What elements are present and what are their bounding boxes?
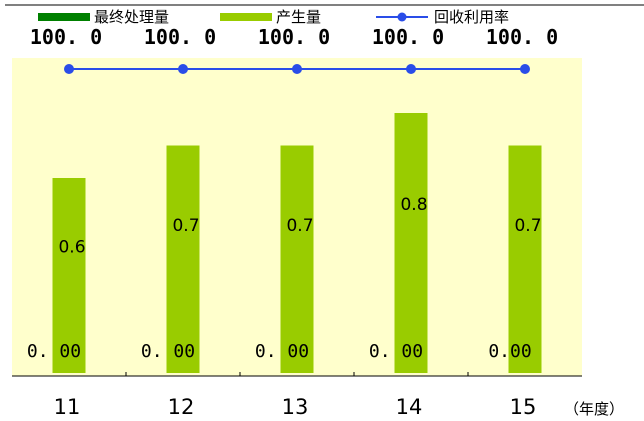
recycle-rate-label: 100. 0 — [372, 25, 444, 49]
recycle-rate-point — [520, 64, 530, 74]
x-tick-label: 15 — [510, 395, 537, 419]
recycle-rate-labels: 100. 0 100. 0 100. 0 100. 0 100. 0 — [30, 25, 558, 49]
bar-generation-14 — [394, 113, 428, 373]
recycle-rate-label: 100. 0 — [144, 25, 216, 49]
final-disposal-label: 0.00 — [488, 341, 531, 362]
x-axis-unit-label: （年度） — [564, 400, 624, 418]
bars-group — [52, 113, 542, 373]
bar-labels-group: 0.6 0.7 0.7 0.8 0.7 0. 00 0. 00 0. 00 0. 00 0.00 — [27, 195, 542, 362]
recycle-rate-point — [64, 64, 74, 74]
legend-label-2: 回收利用率 — [434, 8, 509, 26]
x-tick-label: 11 — [54, 395, 81, 419]
legend-label-1: 产生量 — [276, 8, 321, 26]
bar-generation-12 — [166, 145, 200, 373]
bar-generation-13 — [280, 145, 314, 373]
legend-marker — [397, 12, 407, 22]
recycle-rate-line-group — [64, 64, 530, 74]
bar-generation-15 — [508, 145, 542, 373]
final-disposal-label: 0. 00 — [27, 341, 81, 362]
bar-value-label: 0.6 — [58, 237, 85, 257]
bar-value-label: 0.7 — [514, 216, 541, 236]
legend: 最终处理量 产生量 回收利用率 — [38, 8, 509, 26]
final-disposal-label: 0. 00 — [369, 341, 423, 362]
final-disposal-label: 0. 00 — [255, 341, 309, 362]
x-tick-label: 12 — [168, 395, 195, 419]
legend-swatch-1 — [220, 13, 272, 21]
recycle-rate-point — [178, 64, 188, 74]
bar-generation-11 — [52, 178, 86, 373]
recycle-rate-label: 100. 0 — [486, 25, 558, 49]
recycle-rate-point — [406, 64, 416, 74]
legend-swatch-0 — [38, 13, 90, 21]
bar-value-label: 0.7 — [286, 216, 313, 236]
final-disposal-label: 0. 00 — [141, 341, 195, 362]
x-axis: 11 12 13 14 15 （年度） — [12, 372, 624, 419]
x-tick-label: 14 — [396, 395, 423, 419]
bar-value-label: 0.8 — [400, 195, 427, 215]
recycle-rate-label: 100. 0 — [30, 25, 102, 49]
bar-value-label: 0.7 — [172, 216, 199, 236]
legend-label-0: 最终处理量 — [94, 8, 169, 26]
recycle-rate-point — [292, 64, 302, 74]
recycle-rate-label: 100. 0 — [258, 25, 330, 49]
x-tick-label: 13 — [282, 395, 309, 419]
